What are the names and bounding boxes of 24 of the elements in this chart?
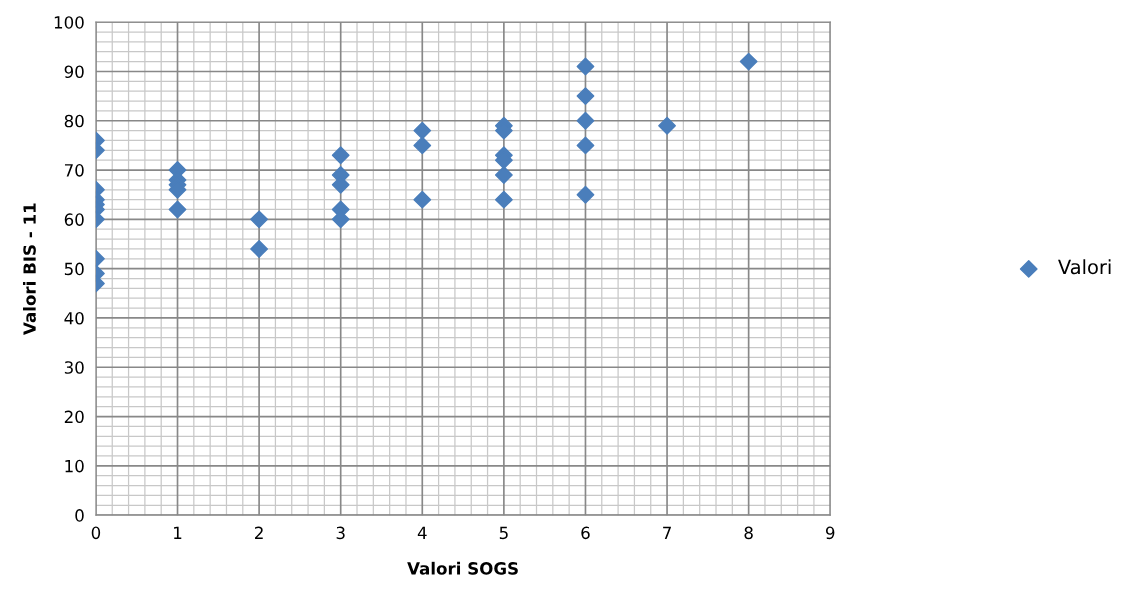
- y-tick-label: 70: [64, 164, 84, 177]
- y-tick-label: 40: [64, 311, 84, 325]
- y-tick-label: 90: [64, 65, 84, 79]
- x-tick-label: 1: [174, 526, 182, 539]
- y-tick-label: 30: [64, 361, 84, 374]
- x-tick-label: 3: [336, 526, 345, 540]
- y-tick-label: 50: [64, 262, 84, 276]
- x-tick-label: 9: [825, 526, 835, 540]
- x-tick-label: 8: [744, 526, 753, 540]
- x-tick-label: 5: [499, 526, 508, 540]
- x-axis-title: Valori SOGS: [407, 561, 518, 575]
- x-tick-label: 7: [663, 526, 671, 539]
- legend-label: Valori: [1058, 259, 1111, 275]
- y-tick-label: 100: [54, 16, 84, 29]
- y-tick-label: 20: [64, 410, 84, 424]
- x-tick-label: 2: [255, 526, 263, 539]
- x-tick-label: 0: [91, 526, 101, 540]
- x-tick-label: 4: [417, 526, 427, 539]
- y-tick-label: 0: [75, 509, 84, 522]
- y-tick-label: 60: [64, 213, 84, 226]
- y-tick-label: 10: [65, 459, 84, 473]
- x-tick-label: 6: [581, 526, 590, 540]
- y-tick-label: 80: [64, 114, 84, 128]
- y-axis-title: Valori BIS - 11: [22, 203, 36, 335]
